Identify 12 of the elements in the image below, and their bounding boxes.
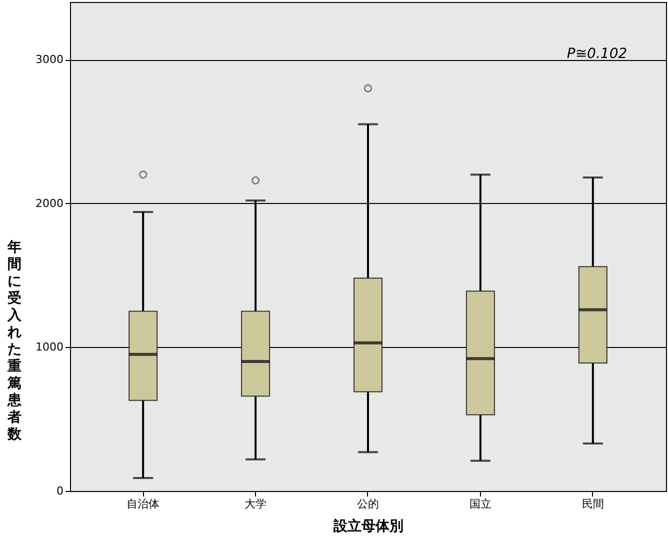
x-tick-label: 公的: [357, 498, 379, 510]
annotation: P≅0.102: [566, 46, 628, 62]
text: 年間に受入れた重篤患者数: [8, 240, 22, 442]
x-tick-label: 自治体: [126, 498, 160, 510]
y-tick-label: 1000: [36, 340, 64, 354]
x-tick-label: 国立: [469, 498, 492, 510]
y-tick-label: 0: [56, 484, 64, 498]
y-tick-label: 3000: [36, 53, 64, 66]
x-axis-title: 設立母体別: [332, 518, 404, 534]
x-tick-label: 大学: [244, 498, 267, 510]
y-tick-label: 2000: [36, 196, 64, 210]
x-tick-label: 民間: [582, 498, 604, 510]
